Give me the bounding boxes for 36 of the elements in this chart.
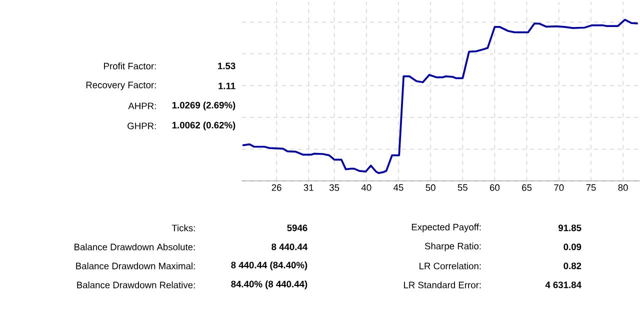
text: 8 440.44 <box>272 244 308 250</box>
text: Profit Factor: <box>104 62 156 70</box>
text: 1.11 <box>218 82 236 90</box>
text: AHPR: <box>128 102 156 110</box>
x-tick-label: 70 <box>554 184 564 191</box>
text: 91.85 <box>558 224 582 232</box>
text: Recovery Factor: <box>86 82 156 90</box>
text: 1.0269 (2.69%) <box>172 102 236 110</box>
x-tick-label: 65 <box>522 184 532 191</box>
text: Balance Drawdown Absolute: <box>74 244 195 250</box>
x-tick-label: 60 <box>490 184 500 191</box>
x-tick-label: 55 <box>458 184 468 191</box>
x-tick-label: 26 <box>272 184 282 191</box>
x-tick-label: 35 <box>329 184 340 191</box>
text: LR Standard Error: <box>404 282 481 288</box>
x-tick-label: 45 <box>393 184 404 191</box>
x-tick-label: 31 <box>304 184 314 191</box>
text: 5946 <box>287 224 308 232</box>
text: 0.09 <box>564 244 582 250</box>
x-tick-label: 80 <box>618 184 628 191</box>
text: Expected Payoff: <box>412 224 481 232</box>
text: GHPR: <box>128 122 156 130</box>
text: LR Correlation: <box>420 262 481 270</box>
x-tick-label: 40 <box>361 184 372 191</box>
text: 1.0062 (0.62%) <box>172 122 236 130</box>
text: 84.40% (8 440.44) <box>231 280 308 290</box>
text: Sharpe Ratio: <box>424 242 481 252</box>
text: Balance Drawdown Maximal: <box>76 262 195 270</box>
text: 4 631.84 <box>545 282 582 288</box>
text: 8 440.44 (84.40%) <box>231 262 308 270</box>
text: Balance Drawdown Relative: <box>77 282 195 288</box>
text: 0.82 <box>564 262 582 270</box>
text: 1.53 <box>218 62 236 70</box>
x-tick-label: 50 <box>426 184 436 191</box>
x-tick-label: 75 <box>586 184 596 191</box>
text: Ticks: <box>172 224 195 232</box>
